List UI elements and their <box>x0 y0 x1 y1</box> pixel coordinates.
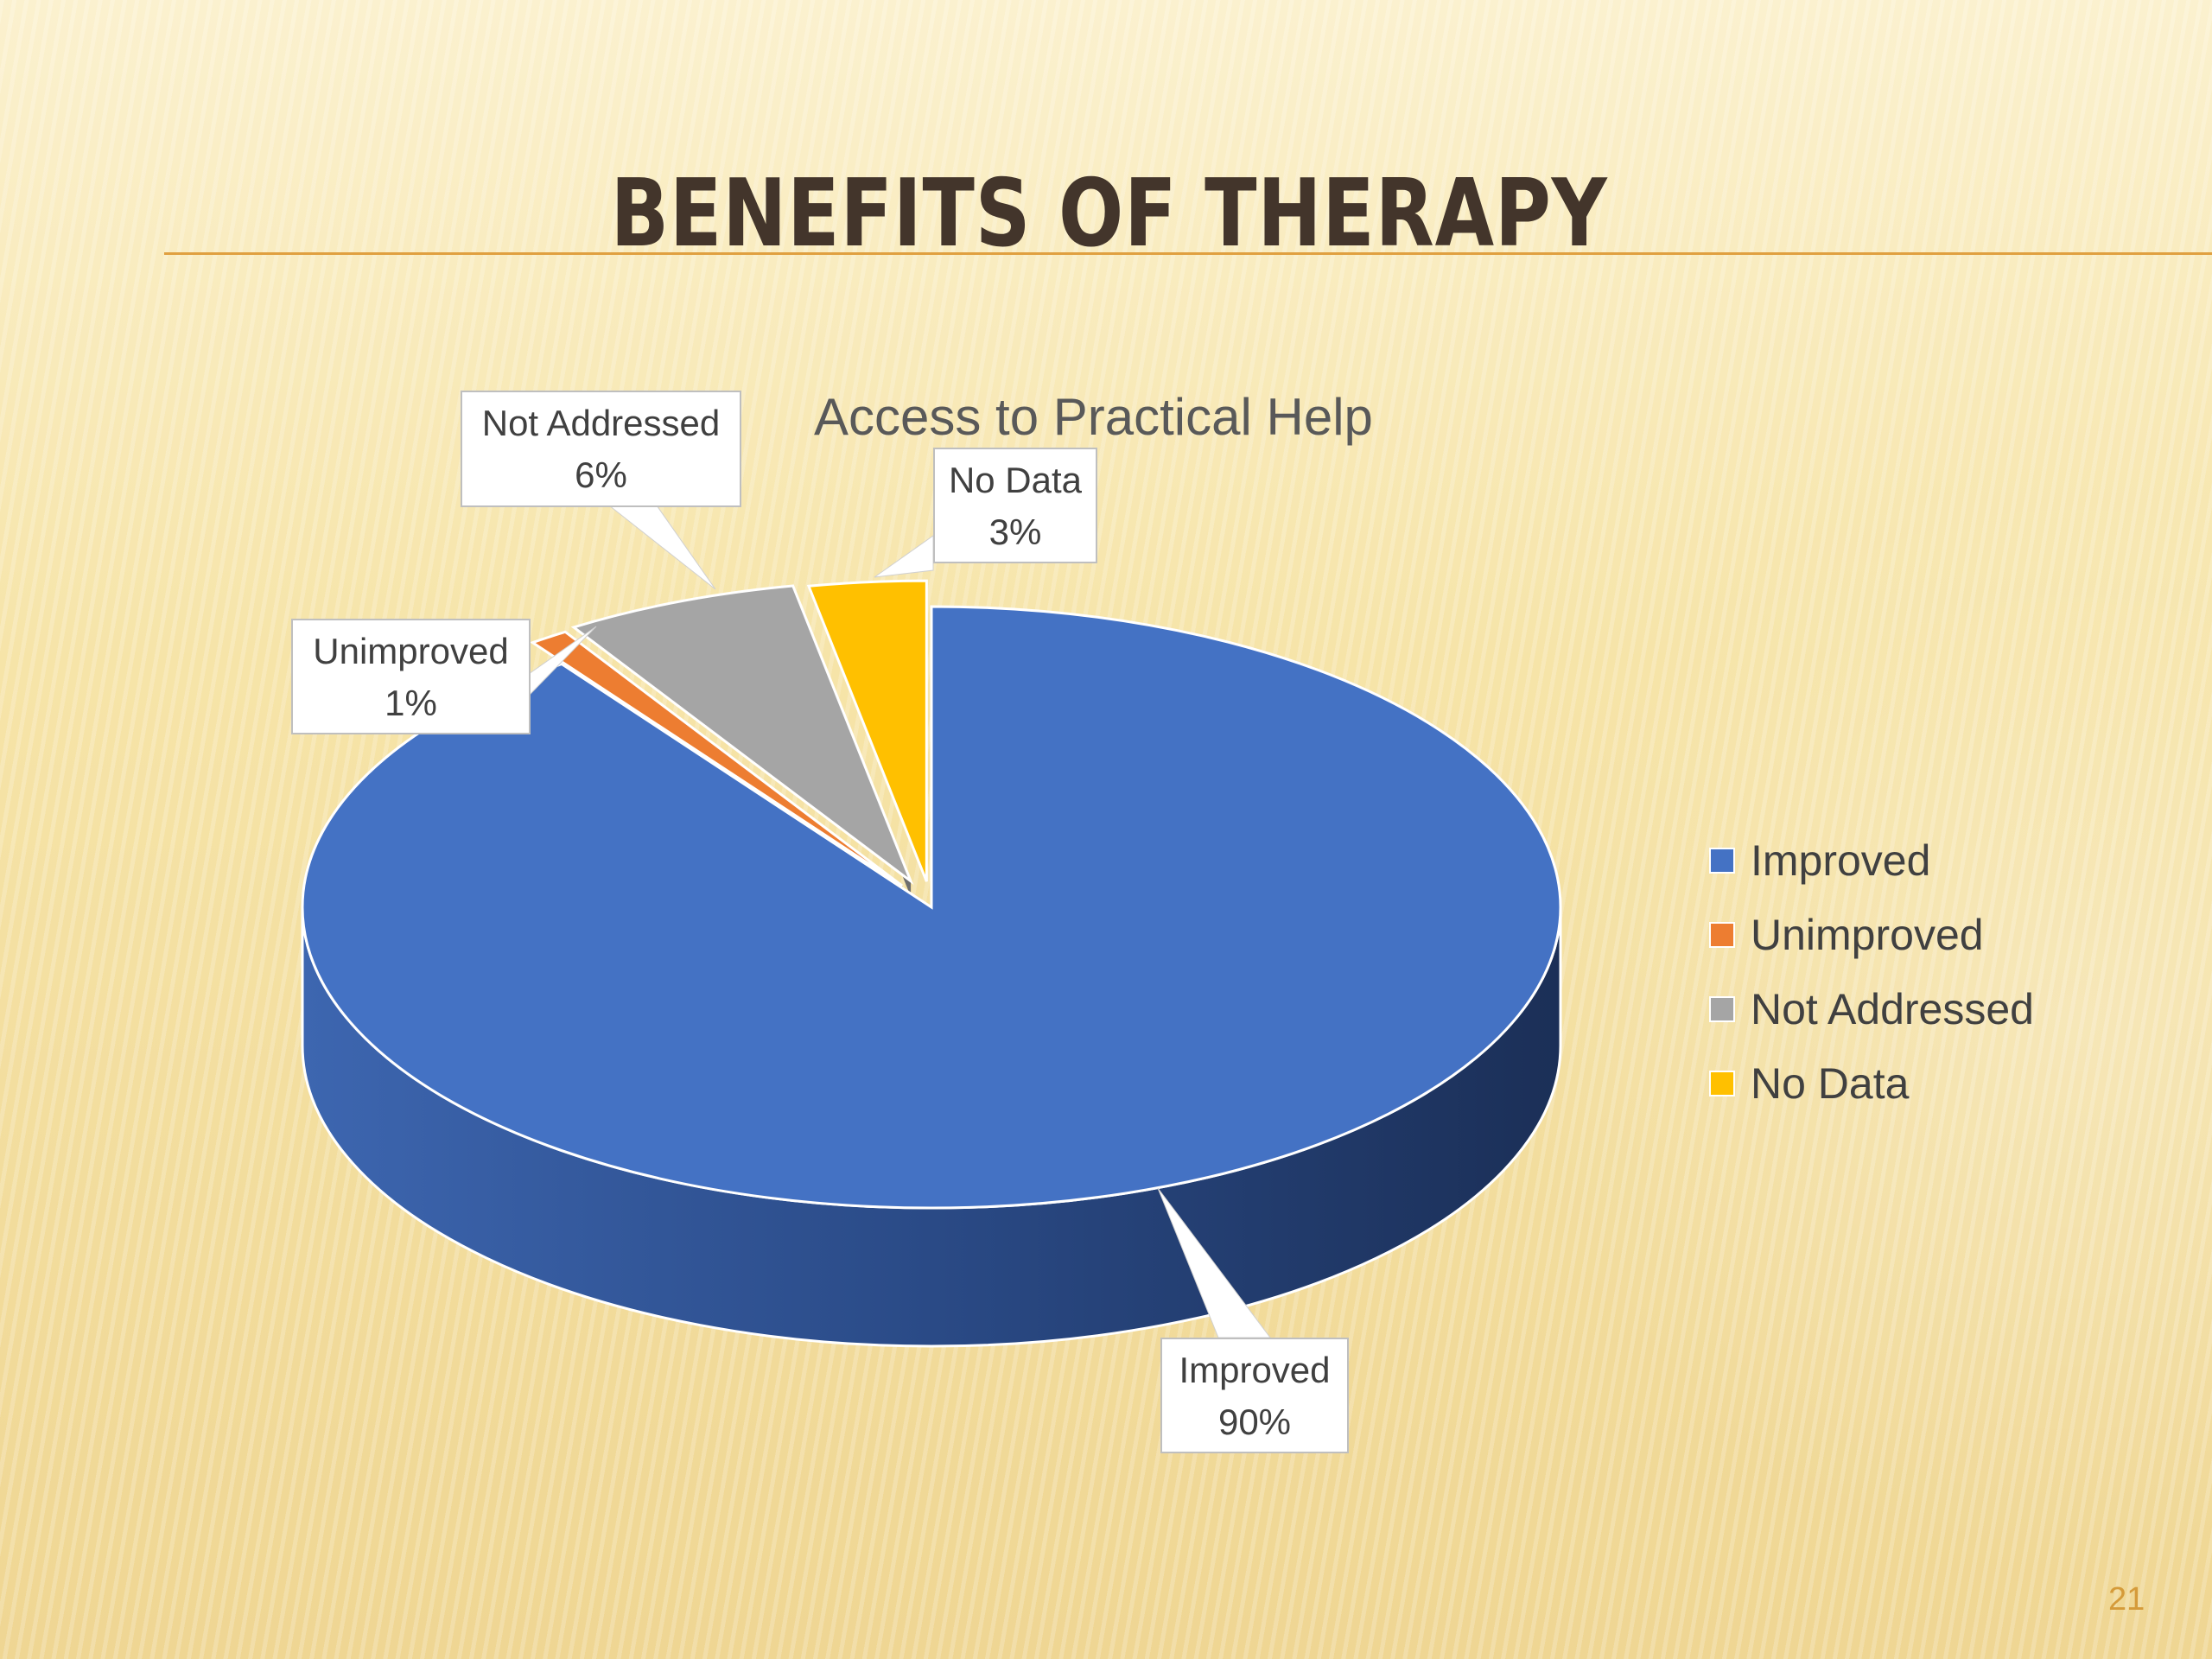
callout-leader-not-addressed <box>607 505 716 590</box>
callout-leader-no-data <box>874 535 934 578</box>
pie-slice-unimproved <box>530 630 904 887</box>
legend-item-not-addressed: Not Addressed <box>1709 972 2034 1046</box>
data-label-no-data: No Data 3% <box>933 448 1097 563</box>
legend-swatch <box>1709 922 1735 948</box>
legend-swatch <box>1709 996 1735 1022</box>
legend-item-unimproved: Unimproved <box>1709 898 2034 972</box>
legend-swatch <box>1709 848 1735 874</box>
page-number: 21 <box>2108 1581 2145 1618</box>
data-label-category: Improved <box>1179 1350 1331 1390</box>
data-label-unimproved: Unimproved 1% <box>291 619 531 734</box>
data-label-value: 90% <box>1217 1402 1292 1442</box>
pie-slice-improved <box>301 605 1562 1210</box>
slide-title: BENEFITS OF THERAPY <box>610 160 1608 268</box>
legend-label: Unimproved <box>1751 911 1984 959</box>
legend-label: No Data <box>1751 1059 1910 1108</box>
data-label-category: Unimproved <box>313 631 509 671</box>
chart-title: Access to Practical Help <box>814 388 1373 446</box>
data-label-improved: Improved 90% <box>1160 1338 1349 1453</box>
title-divider <box>164 252 2212 255</box>
legend-item-no-data: No Data <box>1709 1046 2034 1121</box>
data-label-value: 3% <box>988 512 1042 552</box>
data-label-value: 6% <box>575 454 627 495</box>
chart-legend: Improved Unimproved Not Addressed No Dat… <box>1709 823 2034 1121</box>
data-label-category: Not Addressed <box>481 403 721 443</box>
legend-label: Not Addressed <box>1751 985 2034 1033</box>
data-label-value: 1% <box>385 683 437 723</box>
legend-item-improved: Improved <box>1709 823 2034 898</box>
legend-label: Improved <box>1751 836 1931 885</box>
data-label-not-addressed: Not Addressed 6% <box>461 391 741 507</box>
pie-slice-no-data <box>806 579 928 882</box>
legend-swatch <box>1709 1071 1735 1096</box>
pie-slice-not-addressed <box>570 584 914 886</box>
data-label-category: No Data <box>948 460 1083 500</box>
